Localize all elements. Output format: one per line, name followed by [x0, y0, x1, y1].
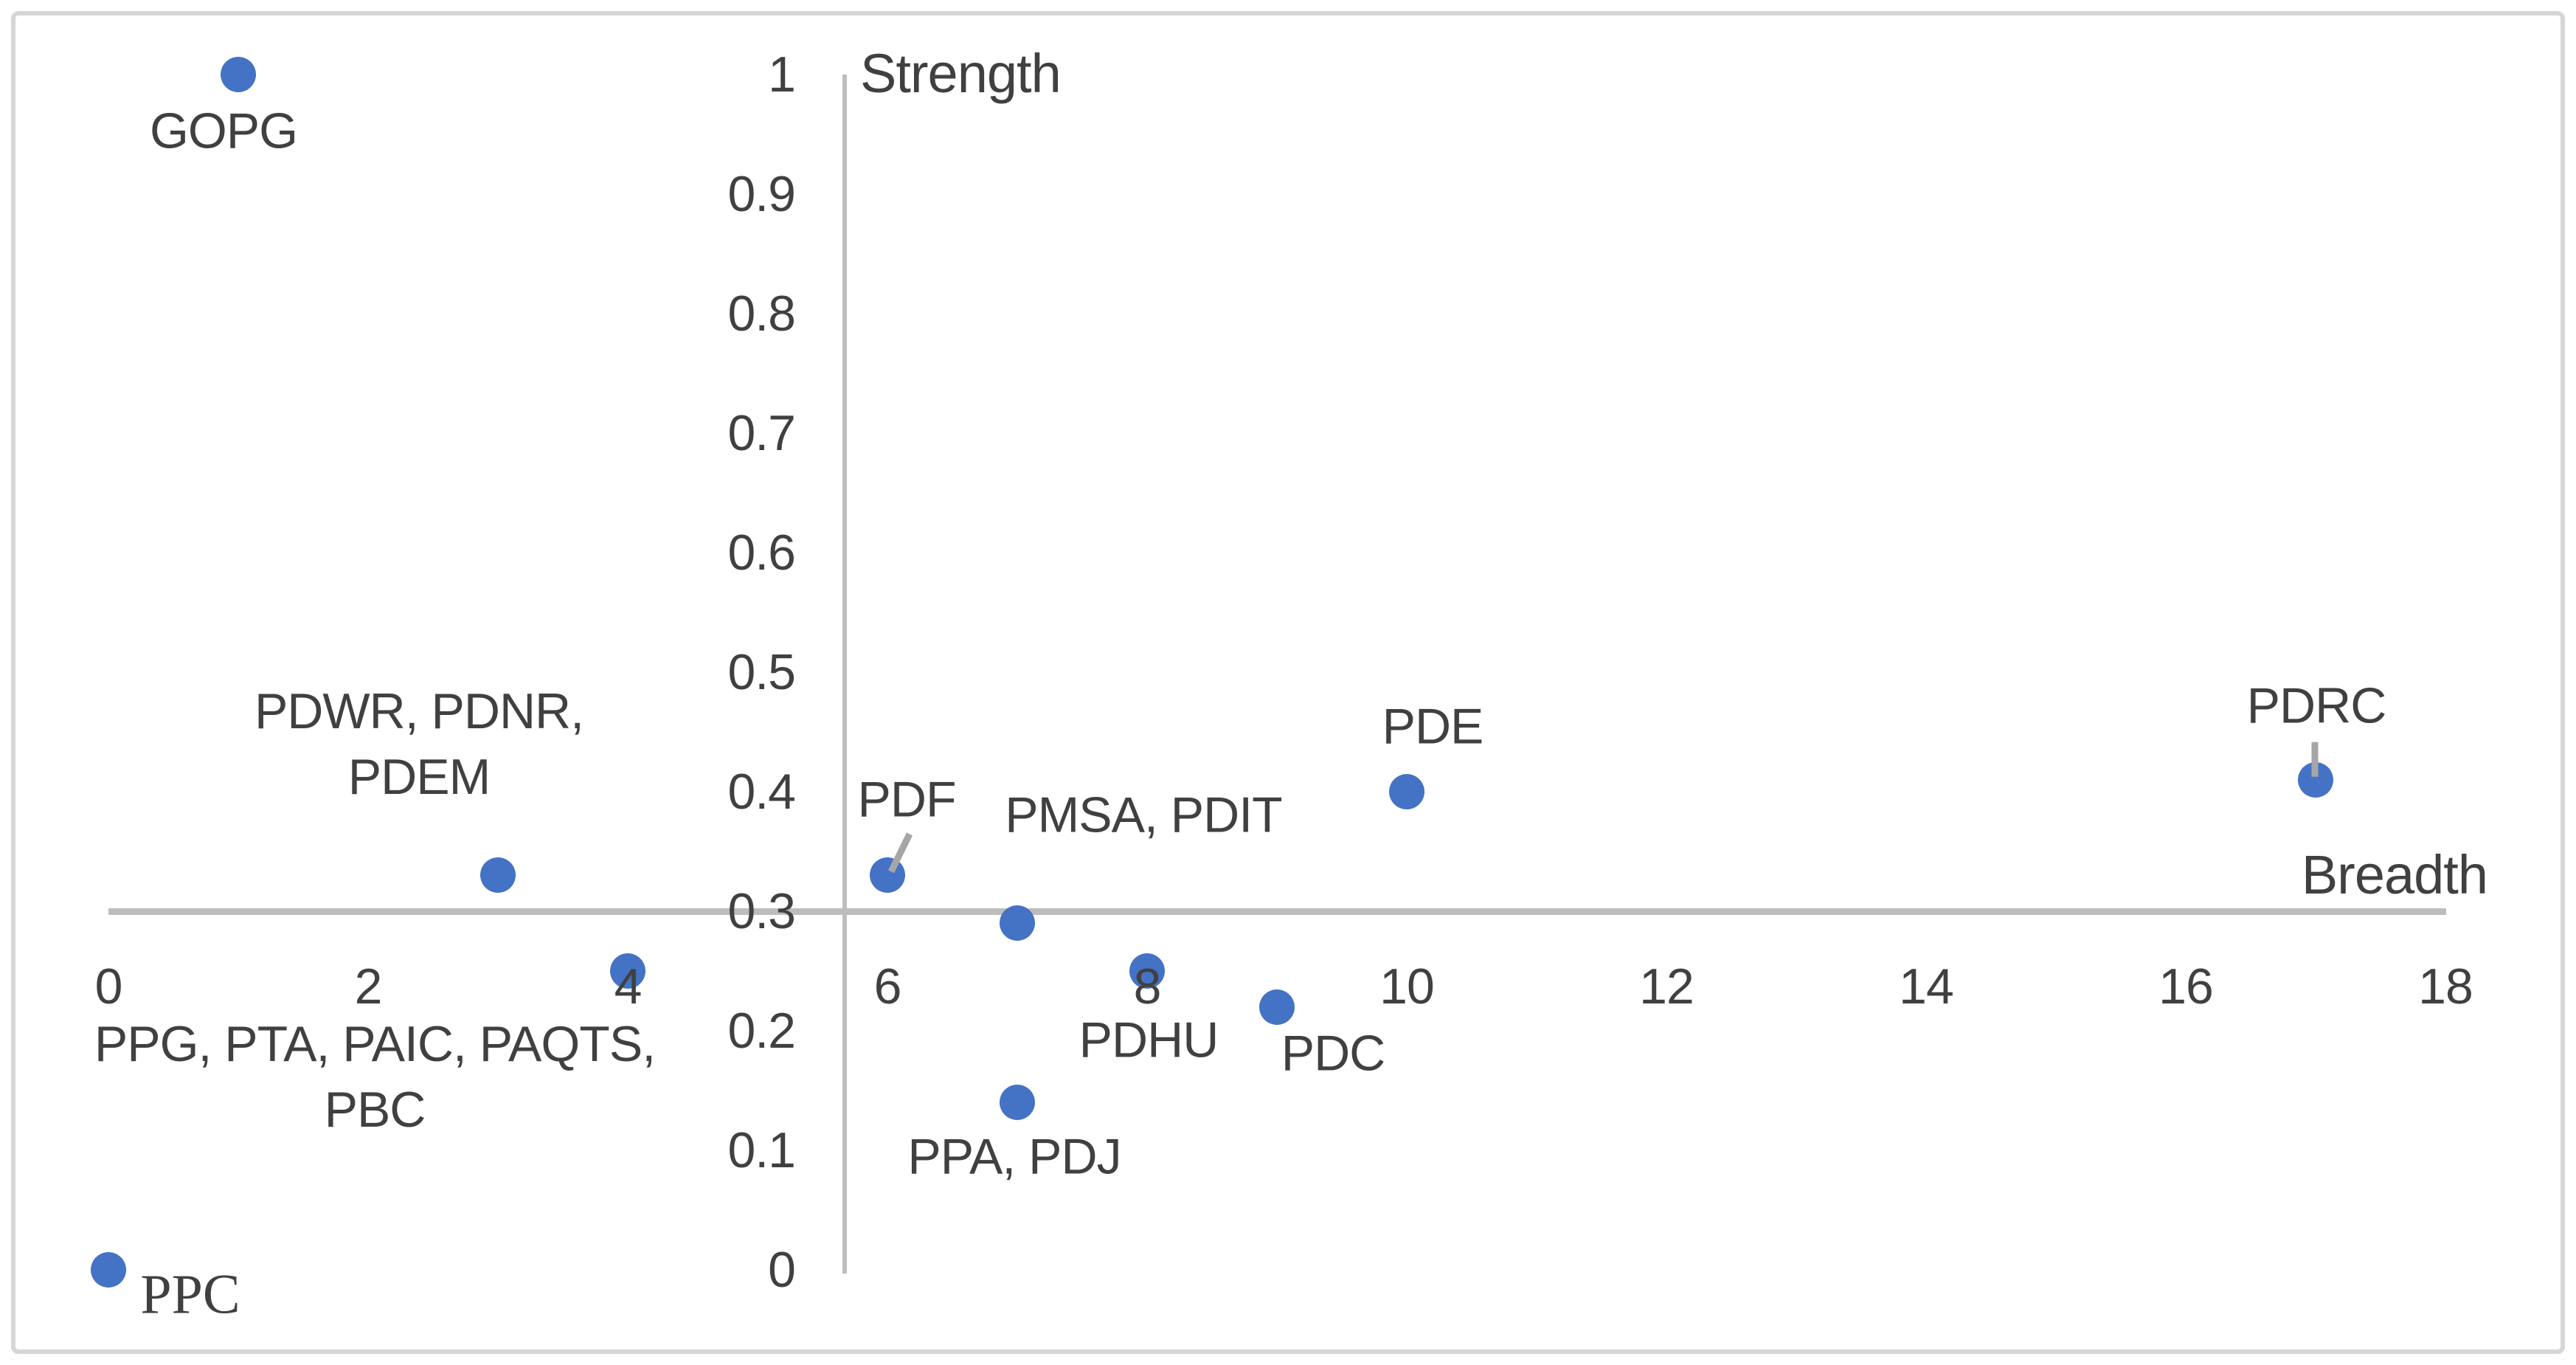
y-axis-title: Strength: [860, 43, 1062, 104]
data-point-pdc: [1259, 989, 1295, 1025]
data-label-pdrc: PDRC: [2246, 677, 2387, 734]
data-label-pdhu: PDHU: [1078, 1012, 1219, 1068]
x-tick-label-8: 8: [1133, 958, 1162, 1015]
y-tick-label-0.7: 0.7: [727, 405, 796, 461]
data-point-ppa-pdj: [1000, 1085, 1035, 1121]
data-point-gopg: [221, 57, 256, 92]
data-point-pmsa-pdit: [1000, 905, 1035, 941]
x-tick-label-14: 14: [1899, 958, 1954, 1015]
x-axis-line: [108, 908, 2446, 915]
data-point-pdhu: [1129, 953, 1165, 989]
y-tick-label-0.2: 0.2: [727, 1003, 796, 1059]
data-label-pmsa-pdit: PMSA, PDIT: [1005, 787, 1282, 843]
data-label-pdwr-pdnr-pdem: PDWR, PDNR, PDEM: [254, 683, 584, 806]
x-tick-label-16: 16: [2158, 958, 2214, 1015]
data-label-ppg-pta-paic-paqts-pbc: PPG, PTA, PAIC, PAQTS, PBC: [94, 1016, 656, 1138]
data-label-gopg: GOPG: [149, 103, 298, 159]
data-point-pde: [1389, 774, 1424, 809]
data-label-ppc: PPC: [140, 1263, 240, 1326]
y-tick-label-0.5: 0.5: [727, 644, 796, 700]
data-point-pdrc: [2298, 761, 2333, 798]
y-tick-label-0.8: 0.8: [727, 286, 796, 342]
data-label-pdf: PDF: [857, 771, 957, 828]
x-tick-label-18: 18: [2418, 958, 2473, 1015]
data-label-pde: PDE: [1382, 698, 1484, 755]
y-tick-label-0.1: 0.1: [727, 1122, 796, 1178]
x-tick-label-0: 0: [94, 958, 123, 1015]
y-tick-label-0: 0: [768, 1242, 796, 1298]
x-tick-label-4: 4: [614, 958, 643, 1015]
y-tick-label-0.9: 0.9: [727, 166, 796, 222]
data-point-ppg-pta-paic-paqts-pbc: [610, 953, 645, 989]
y-tick-label-0.6: 0.6: [727, 525, 796, 581]
y-tick-label-0.3: 0.3: [727, 883, 796, 939]
data-label-ppa-pdj: PPA, PDJ: [907, 1128, 1121, 1185]
y-tick-label-1: 1: [768, 46, 796, 103]
x-tick-label-6: 6: [873, 958, 902, 1015]
y-tick-label-0.4: 0.4: [727, 764, 796, 820]
data-point-ppc: [91, 1252, 126, 1288]
x-axis-title: Breadth: [2301, 844, 2488, 905]
data-label-pdc: PDC: [1281, 1025, 1386, 1082]
data-point-pdwr-pdnr-pdem: [480, 857, 516, 894]
x-tick-label-12: 12: [1639, 958, 1694, 1015]
x-tick-label-10: 10: [1379, 958, 1435, 1015]
chart-border-frame: [11, 11, 2565, 1354]
y-axis-line: [842, 75, 847, 1274]
x-tick-label-2: 2: [354, 958, 383, 1015]
